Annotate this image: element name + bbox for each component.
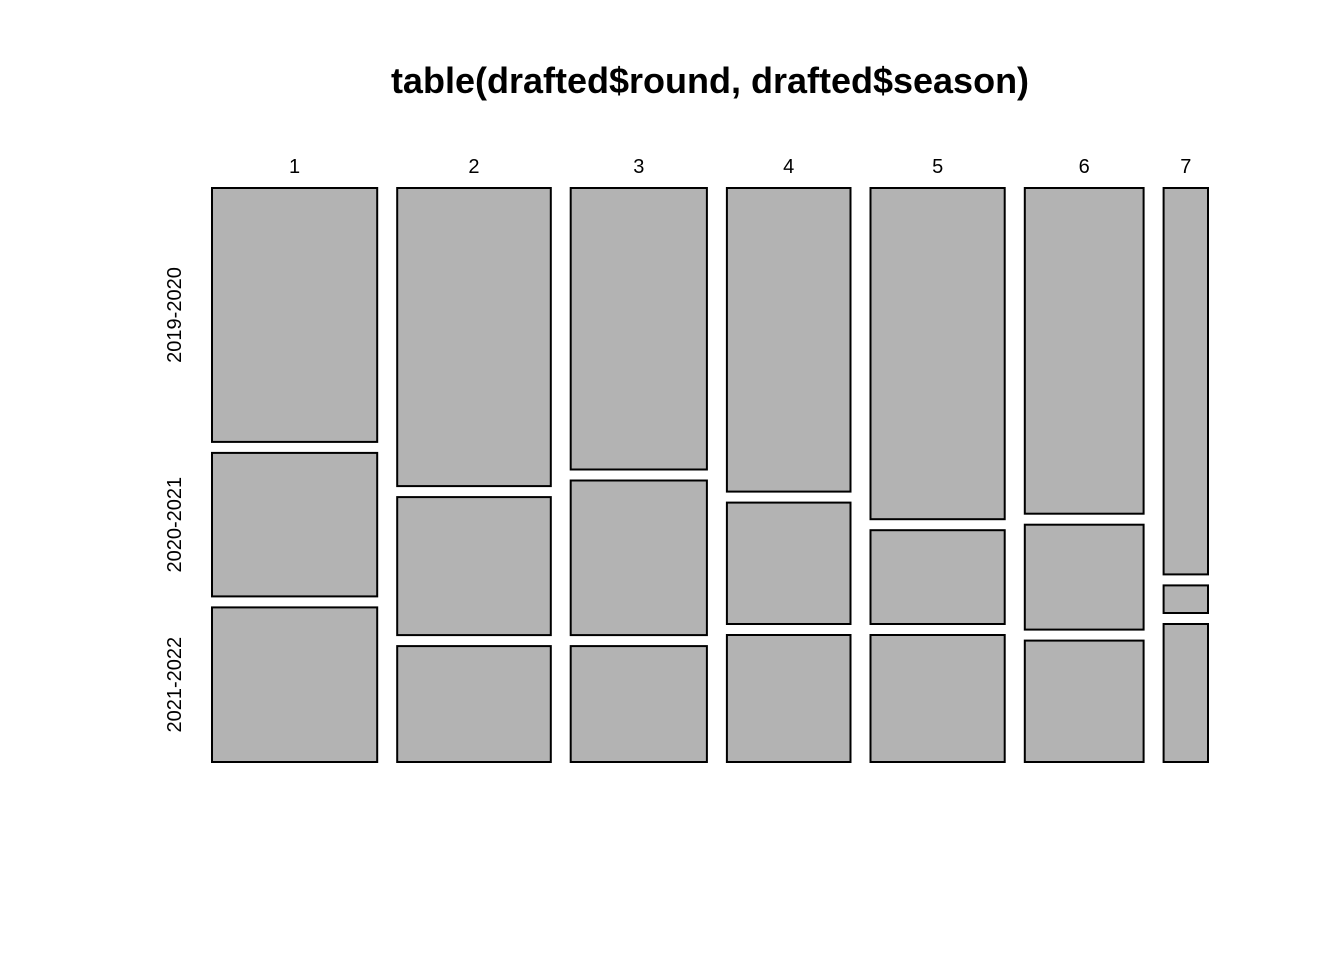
mosaic-cell-round-1-season-2021-2022	[211, 606, 379, 764]
mosaic-cell-round-5-season-2021-2022	[869, 634, 1006, 763]
mosaic-cell-round-2-season-2021-2022	[396, 645, 552, 763]
mosaic-cell-round-1-season-2019-2020	[211, 187, 379, 443]
mosaic-cell-round-4-season-2020-2021	[725, 501, 852, 626]
column-label-7: 7	[1180, 156, 1191, 178]
row-label-2019-2020: 2019-2020	[164, 267, 186, 363]
column-label-6: 6	[1079, 156, 1090, 178]
mosaic-cell-round-3-season-2021-2022	[569, 645, 708, 763]
column-label-3: 3	[633, 156, 644, 178]
mosaic-cell-round-3-season-2020-2021	[569, 479, 708, 637]
mosaic-cell-round-3-season-2019-2020	[569, 187, 708, 471]
mosaic-cell-round-5-season-2019-2020	[869, 187, 1006, 521]
mosaic-cell-round-7-season-2019-2020	[1162, 187, 1209, 576]
column-label-4: 4	[783, 156, 794, 178]
mosaic-cell-round-6-season-2019-2020	[1023, 187, 1145, 515]
column-label-1: 1	[289, 156, 300, 178]
mosaic-cell-round-7-season-2021-2022	[1162, 623, 1209, 763]
mosaic-cell-round-6-season-2020-2021	[1023, 523, 1145, 631]
chart-title: table(drafted$round, drafted$season)	[391, 60, 1029, 101]
mosaic-cell-round-1-season-2020-2021	[211, 451, 379, 598]
mosaic-cell-round-7-season-2020-2021	[1162, 584, 1209, 615]
mosaic-cells	[211, 187, 1209, 764]
column-labels: 1 2 3 4 5 6 7	[289, 156, 1191, 178]
mosaic-cell-round-5-season-2020-2021	[869, 529, 1006, 626]
row-label-2020-2021: 2020-2021	[164, 477, 186, 573]
mosaic-cell-round-2-season-2019-2020	[396, 187, 552, 488]
row-label-2021-2022: 2021-2022	[164, 637, 186, 733]
column-label-2: 2	[468, 156, 479, 178]
mosaic-cell-round-2-season-2020-2021	[396, 496, 552, 637]
mosaic-cell-round-6-season-2021-2022	[1023, 639, 1145, 763]
column-label-5: 5	[932, 156, 943, 178]
mosaic-cell-round-4-season-2019-2020	[725, 187, 852, 493]
row-labels: 2019-2020 2020-2021 2021-2022	[164, 267, 186, 732]
mosaic-cell-round-4-season-2021-2022	[725, 634, 852, 763]
